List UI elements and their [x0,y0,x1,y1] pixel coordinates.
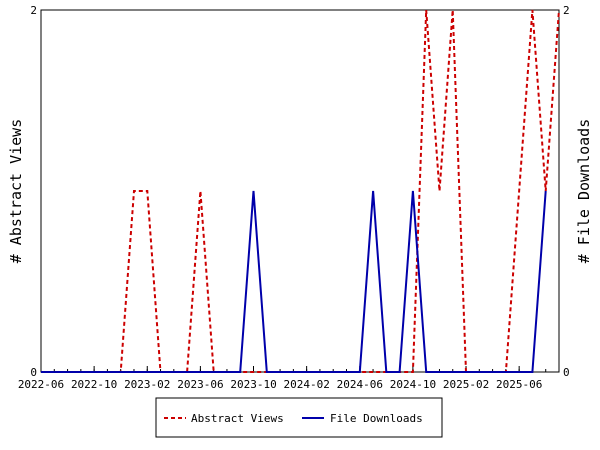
y-tick-label-right: 0 [563,366,570,379]
x-tick-label: 2023-10 [230,378,276,391]
x-tick-label: 2023-06 [177,378,223,391]
y-axis-title-left: # Abstract Views [7,119,25,264]
legend-label-file-downloads: File Downloads [330,412,423,425]
y-tick-label-left: 2 [30,4,37,17]
x-tick-label: 2022-06 [18,378,64,391]
y-axis-ticks: 0 0 2 2 [30,4,569,379]
legend-box [155,397,443,438]
legend-label-abstract-views: Abstract Views [191,412,284,425]
y-tick-label-left: 0 [30,366,37,379]
x-tick-label: 2024-10 [390,378,436,391]
x-tick-label: 2024-06 [337,378,383,391]
x-tick-label: 2022-10 [71,378,117,391]
x-tick-label: 2023-02 [124,378,170,391]
x-tick-label: 2025-02 [443,378,489,391]
y-tick-label-right: 2 [563,4,570,17]
x-tick-label: 2024-02 [283,378,329,391]
x-tick-label: 2025-06 [496,378,542,391]
legend: Abstract Views File Downloads [155,397,443,438]
series-line-abstract-views [41,9,560,373]
series-layer [41,9,560,373]
y-axis-title-right: # File Downloads [575,119,593,264]
series-line-file-downloads [41,190,547,373]
x-axis-ticks: 2022-06 2022-10 2023-02 2023-06 2023-10 2024-… [18,366,560,391]
plot-area [40,9,560,373]
